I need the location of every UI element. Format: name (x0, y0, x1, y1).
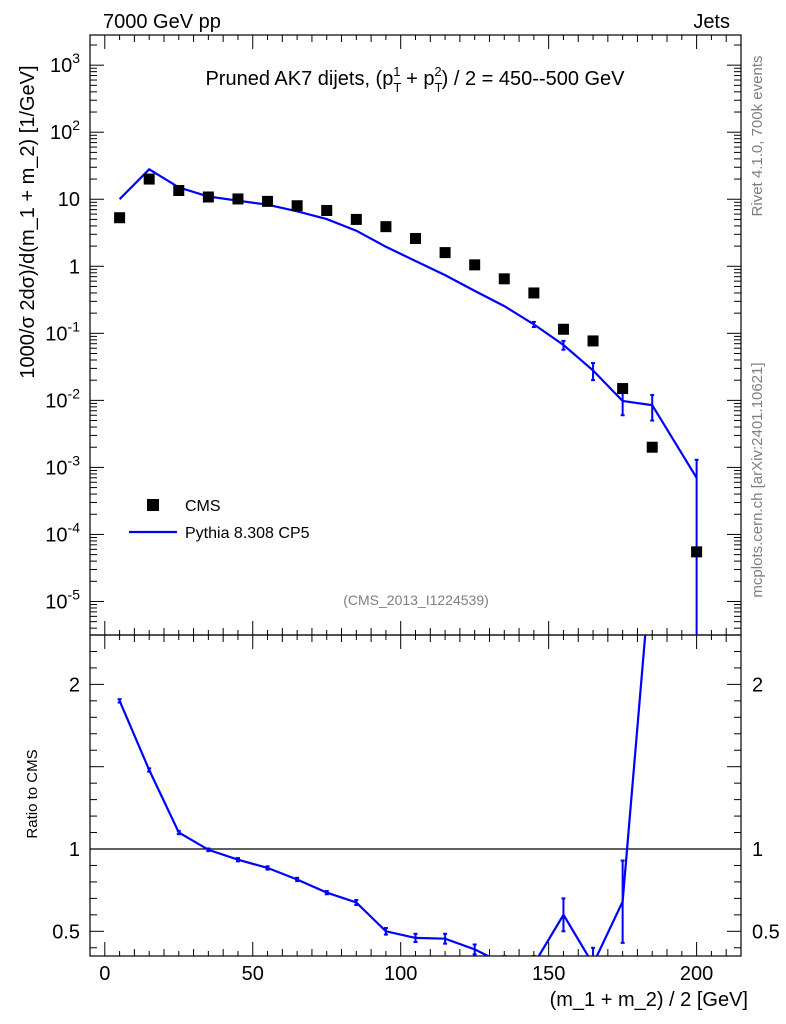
cms-data-point (498, 273, 510, 285)
y-axis-label: 1000/σ 2dσ)/d(m_1 + m_2) [1/GeV] (17, 65, 39, 378)
cms-data-point (410, 232, 421, 244)
ratio-series-line (118, 635, 647, 956)
x-tick-label: 0 (99, 963, 110, 985)
cms-data-point (173, 185, 185, 197)
chart-title: Pruned AK7 dijets, (pT1 + pT2) / 2 = 450… (205, 64, 625, 95)
ratio-y-axis-label: Ratio to CMS (24, 749, 41, 838)
ratio-error-bars (117, 698, 625, 956)
ratio-y-tick-label-right: 0.5 (752, 921, 780, 943)
cms-data-point (232, 193, 244, 205)
site-label: mcplots.cern.ch [arXiv:2401.10621] (749, 362, 766, 597)
y-tick-label: 103 (50, 50, 80, 77)
cms-data-point (439, 247, 451, 259)
mc-error-bars (531, 320, 699, 635)
ratio-axis-ticks (90, 635, 741, 956)
cms-data-point (202, 191, 214, 203)
mc-series-line (118, 167, 698, 479)
y-tick-label: 10-4 (45, 519, 80, 546)
x-tick-label: 50 (242, 963, 264, 985)
legend-mc-label: Pythia 8.308 CP5 (185, 525, 310, 542)
cms-data-point (143, 173, 155, 185)
cms-data-point (380, 221, 392, 233)
cms-data-point (262, 195, 274, 207)
y-tick-label: 10-5 (45, 586, 80, 613)
cms-data-point (646, 441, 658, 453)
ratio-y-tick-label-right: 1 (752, 839, 763, 861)
cms-data-point (350, 213, 362, 225)
x-tick-label: 200 (680, 963, 713, 985)
analysis-id: (CMS_2013_I1224539) (343, 592, 489, 608)
cms-data-point (691, 546, 703, 558)
x-tick-labels: 0 50 100 150 200 (99, 963, 713, 985)
y-tick-label: 1 (69, 256, 80, 278)
ratio-y-tick-label: 1 (69, 839, 80, 861)
ratio-y-tick-label: 2 (69, 674, 80, 696)
legend-cms-label: CMS (185, 498, 221, 515)
y-tick-label: 10-2 (45, 385, 80, 412)
y-tick-label: 10-3 (45, 452, 80, 479)
cms-data-point (587, 335, 599, 347)
cms-data-markers (114, 173, 703, 558)
y-tick-label: 10 (58, 189, 80, 211)
cms-data-point (557, 323, 569, 335)
cms-data-point (469, 259, 481, 271)
x-tick-label: 150 (532, 963, 565, 985)
cms-data-point (291, 200, 303, 212)
main-panel-frame (89, 34, 742, 636)
ratio-y-tick-label: 0.5 (52, 921, 80, 943)
y-tick-label: 10-1 (45, 318, 80, 345)
ratio-panel-frame (89, 634, 742, 957)
header-right: Jets (693, 11, 730, 33)
main-axis-ticks (90, 35, 741, 635)
ratio-y-tick-label-right: 2 (752, 674, 763, 696)
x-axis-label: (m_1 + m_2) / 2 [GeV] (550, 989, 748, 1011)
rivet-label: Rivet 4.1.0, 700k events (749, 56, 766, 217)
header-left: 7000 GeV pp (103, 11, 221, 33)
cms-data-point (114, 212, 126, 224)
ratio-y-tick-labels: 2 2 1 1 0.5 0.5 (52, 674, 780, 943)
legend-cms-marker (147, 499, 159, 511)
cms-data-point (321, 204, 333, 216)
cms-data-point (528, 287, 540, 299)
y-tick-label: 102 (50, 117, 80, 144)
cms-data-point (617, 383, 629, 395)
x-tick-label: 100 (384, 963, 417, 985)
